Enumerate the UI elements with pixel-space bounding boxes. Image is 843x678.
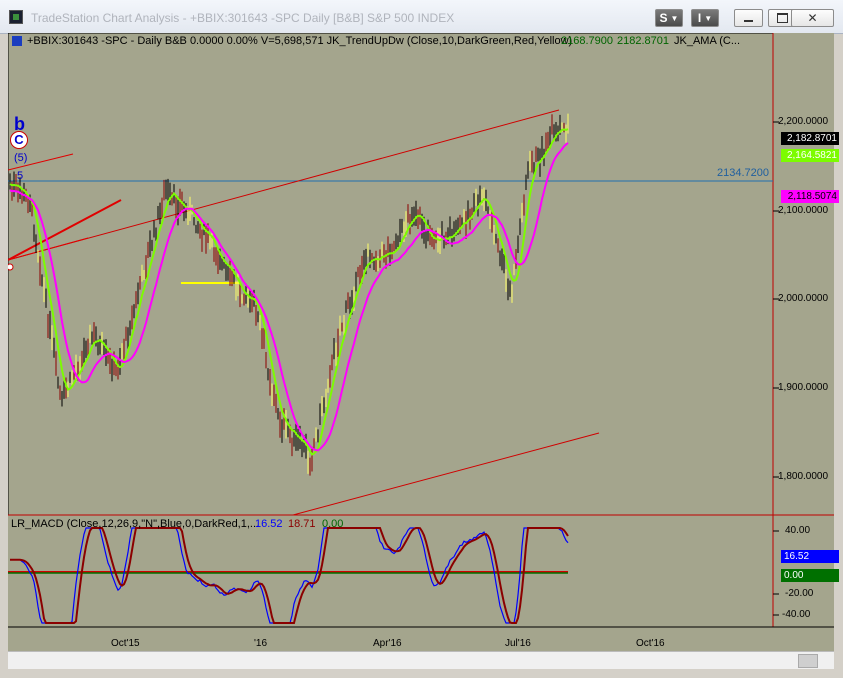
time-axis-label: Apr'16 (373, 638, 402, 649)
ama-price-tag: 2,118.5074 (781, 190, 839, 203)
close-icon: ✕ (807, 11, 818, 25)
price-bars (9, 113, 569, 476)
scrollbar-thumb[interactable] (798, 654, 818, 668)
price-panel-frame (8, 33, 774, 516)
chevron-down-icon: ▼ (670, 13, 679, 23)
lower-channel-line (292, 432, 600, 516)
macd-value-3: 0.00 (322, 518, 344, 530)
close-button[interactable]: ✕ (791, 9, 834, 27)
insert-dropdown-button[interactable]: I ▼ (691, 9, 719, 27)
window-title: TradeStation Chart Analysis - +BBIX:3016… (31, 11, 455, 25)
chart-area[interactable]: +BBIX:301643 -SPC - Daily B&B 0.0000 0.0… (8, 33, 839, 658)
upper-channel-line (8, 109, 560, 261)
title-bar: TradeStation Chart Analysis - +BBIX:3016… (0, 0, 843, 34)
trend-value-2: 2182.8701 (617, 35, 669, 47)
macd-value-1: 16.52 (255, 518, 283, 530)
minimize-button[interactable] (734, 9, 763, 27)
time-axis-label: '16 (254, 638, 268, 649)
insert-button-label: I (697, 11, 702, 25)
macd-axis-label: -40.00 (782, 609, 811, 620)
macd-blue-tag: 16.52 (781, 550, 839, 563)
wave-label-5-paren: (5) (14, 152, 28, 164)
style-dropdown-button[interactable]: S ▼ (655, 9, 683, 27)
price-axis-label: 1,900.0000 (778, 382, 829, 393)
macd-axis-label: -20.00 (785, 588, 814, 599)
fan-line-1 (8, 199, 122, 261)
price-axis-label: 2,000.0000 (778, 293, 829, 304)
app-icon (9, 10, 23, 24)
style-button-label: S (659, 11, 668, 25)
time-axis-label: Oct'15 (111, 638, 140, 649)
wave-label-5: 5 (17, 170, 24, 182)
trend-price-tag: 2,164.5821 (781, 149, 839, 162)
fan-line-3 (8, 153, 74, 171)
price-axis-ticks (773, 121, 779, 616)
time-axis-label: Oct'16 (636, 638, 665, 649)
maximize-icon (777, 13, 788, 23)
minimize-icon (744, 20, 753, 22)
wave-label-b: b (14, 114, 25, 134)
macd-blue-line (10, 527, 569, 624)
ama-label: JK_AMA (C... (674, 35, 741, 47)
price-axis-label: 2,200.0000 (778, 116, 829, 127)
symbol-icon[interactable] (12, 36, 22, 46)
price-axis-label: 2,100.0000 (778, 205, 829, 216)
price-chart-svg[interactable] (8, 33, 834, 658)
hline-label: 2134.7200 (717, 167, 769, 179)
horizontal-scrollbar[interactable] (8, 651, 834, 670)
symbol-header: +BBIX:301643 -SPC - Daily B&B 0.0000 0.0… (27, 35, 573, 47)
macd-axis-label: 40.00 (785, 525, 811, 536)
trend-indicator-line (9, 128, 569, 456)
last-price-tag: 2,182.8701 (781, 132, 839, 145)
ama-indicator-line (9, 142, 569, 452)
price-axis-label: 1,800.0000 (778, 471, 829, 482)
macd-red-line (10, 527, 569, 624)
time-axis-label: Jul'16 (505, 638, 531, 649)
macd-green-tag: 0.00 (781, 569, 839, 582)
macd-label: LR_MACD (Close,12,26,9,"N",Blue,0,DarkRe… (11, 518, 260, 530)
anchor-point (8, 263, 14, 271)
wave-label-c: C (10, 131, 28, 149)
chevron-down-icon: ▼ (704, 13, 713, 23)
status-strip (0, 669, 843, 678)
macd-value-2: 18.71 (288, 518, 316, 530)
trend-value-1: 2168.7900 (561, 35, 613, 47)
